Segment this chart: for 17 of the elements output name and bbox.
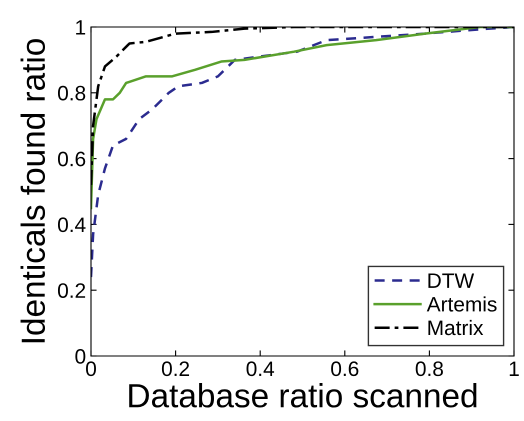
y-tick-label: 0.8 bbox=[58, 86, 86, 101]
x-tick-label: 0.8 bbox=[416, 361, 443, 376]
x-axis-title: Database ratio scanned bbox=[129, 383, 476, 408]
y-tick-label: 0.4 bbox=[58, 217, 86, 232]
y-tick-label: 0.2 bbox=[58, 283, 86, 298]
x-tick-label: 0 bbox=[86, 361, 96, 376]
y-tick-label: 0 bbox=[75, 349, 86, 364]
legend-label: DTW bbox=[428, 274, 474, 288]
y-tick-label: 0.6 bbox=[58, 152, 86, 166]
x-tick-label: 1 bbox=[510, 362, 519, 376]
x-tick-label: 0.4 bbox=[246, 361, 274, 376]
y-axis-title: Identicals found ratio bbox=[20, 39, 46, 342]
legend-label: Matrix bbox=[428, 320, 484, 336]
x-tick-label: 0.6 bbox=[331, 361, 358, 376]
y-tick-label: 1 bbox=[76, 20, 86, 35]
x-tick-label: 0.2 bbox=[162, 361, 190, 376]
legend-label: Artemis bbox=[426, 296, 497, 312]
